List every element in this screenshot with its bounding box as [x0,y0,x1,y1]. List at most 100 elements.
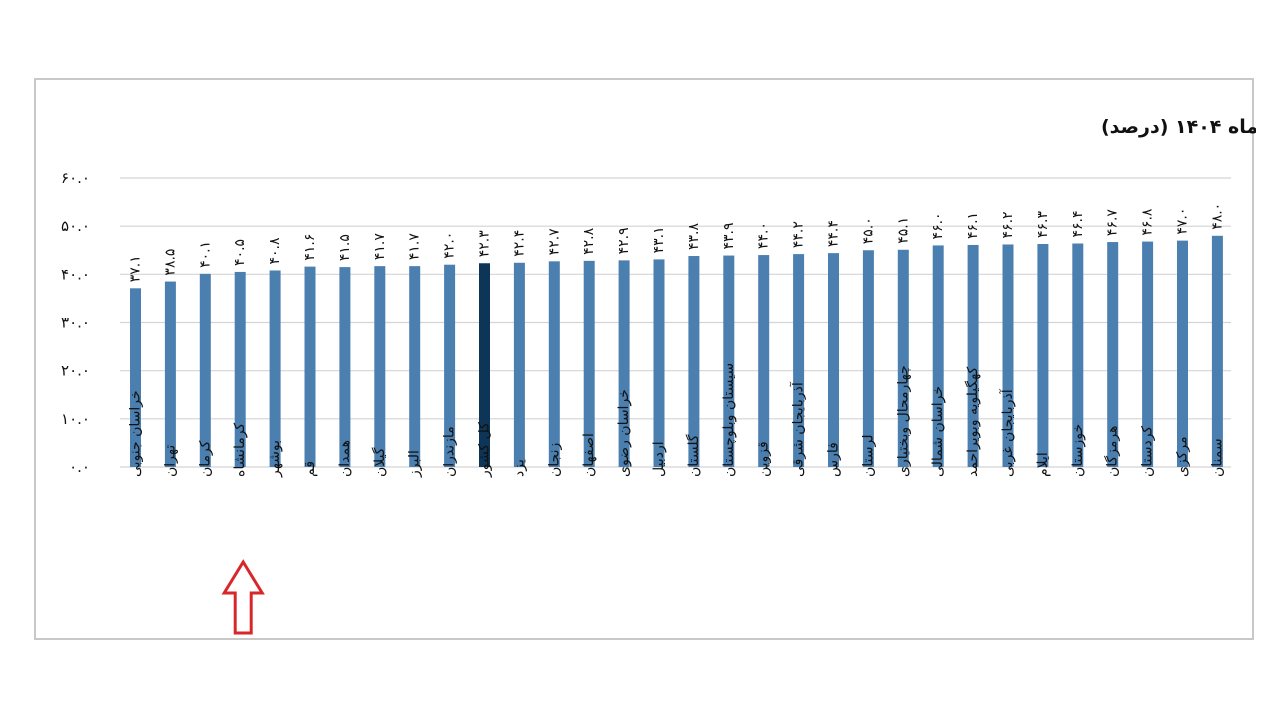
data-label: ۴۲.۰ [442,232,458,259]
bar [1177,240,1188,467]
bar [828,253,839,467]
data-label: ۴۶.۰ [930,212,946,239]
data-label: ۴۰.۱ [197,241,213,268]
category-label: لرستان [860,435,876,478]
data-label: ۳۸.۵ [162,249,178,276]
bar [967,244,979,467]
category-label: سمنان [1209,438,1225,477]
category-label: کهگیلویه وبویراحمد [964,366,981,477]
category-label: کرمان [197,440,213,477]
category-label: ایلام [1035,452,1051,477]
data-label: ۴۳.۹ [721,223,737,250]
data-label: ۴۶.۲ [1000,211,1016,238]
category-label: قزوین [756,441,772,477]
data-label: ۴۱.۵ [337,234,353,261]
bar [1142,241,1154,467]
category-label: اردبیل [651,441,667,477]
category-label: تهران [162,445,178,477]
y-axis-ticks: ۰.۰ ۱۰.۰ ۲۰.۰ ۳۰.۰ ۴۰.۰ ۵۰.۰ ۶۰.۰ [61,169,90,476]
data-label: ۴۲.۳ [477,230,493,257]
data-label: ۴۲.۸ [581,227,597,254]
data-label: ۴۰.۸ [267,237,283,264]
category-label: البرز [407,450,423,478]
bar [130,288,141,467]
y-tick-label: ۳۰.۰ [61,314,90,332]
bar [234,271,246,467]
bar [1002,244,1014,467]
category-label: آذربایجان شرقی [790,381,807,477]
data-label: ۴۱.۷ [372,233,388,260]
y-tick-label: ۲۰.۰ [61,362,90,380]
bar [932,245,944,467]
category-label: قم [302,461,318,477]
data-label: ۴۲.۴ [511,230,527,257]
bar [479,263,490,467]
inflation-bar-chart: نرخ تورم سالانه کالاها و خدمات مصرفی خان… [61,114,1256,635]
bar [618,260,630,467]
category-label: اصفهان [581,433,597,477]
data-label: ۳۷.۱ [128,255,144,282]
category-label: خراسان شمالی [930,386,946,477]
data-label: ۴۶.۸ [1140,208,1156,235]
category-label: مازندران [442,426,458,477]
category-label: سیستان وبلوچستان [721,363,737,477]
bar [583,260,595,467]
bar [1037,243,1049,467]
data-label: ۴۲.۷ [546,228,562,255]
chart-title: نرخ تورم سالانه کالاها و خدمات مصرفی خان… [1101,114,1256,138]
category-label: کردستان [1140,426,1156,477]
up-arrow-icon [221,559,265,635]
bar [199,273,211,467]
data-label: ۴۳.۱ [651,226,667,253]
y-tick-label: ۶۰.۰ [61,169,90,187]
category-label: هرمزگان [1104,425,1121,477]
bar [1107,242,1119,467]
bar [548,261,560,467]
x-axis-labels: خراسان جنوبی تهران کرمان کرمانشاه بوشهر قم همد… [128,363,1226,478]
bar [269,270,281,467]
y-tick-label: ۵۰.۰ [61,217,90,235]
bar [444,264,456,467]
bar [339,267,351,467]
category-label: همدان [337,440,353,477]
bar [1072,243,1084,467]
data-label: ۴۴.۴ [826,220,842,247]
category-label: خراسان رضوی [616,389,632,477]
bar [862,250,874,467]
data-label: ۴۴.۲ [791,221,807,248]
y-tick-label: ۱۰.۰ [61,410,90,428]
y-tick-label: ۴۰.۰ [61,265,90,283]
bar [688,256,700,467]
bar [793,254,805,467]
data-label: ۴۶.۷ [1105,209,1121,236]
data-labels: ۳۷.۱ ۳۸.۵ ۴۰.۱ ۴۰.۵ ۴۰.۸ ۴۱.۶ ۴۱.۵ ۴۱.۷ ۴۱.۷ ۴۲.۰… [128,203,1226,283]
category-label: فارس [826,442,842,477]
bar [758,255,770,467]
data-label: ۴۶.۱ [965,212,981,239]
data-label: ۴۳.۸ [686,223,702,250]
bar [723,255,735,467]
annotation [221,559,265,635]
category-label: خراسان جنوبی [128,390,144,477]
data-label: ۴۶.۴ [1070,210,1086,237]
data-label: ۴۶.۳ [1035,210,1051,237]
y-tick-label: ۰.۰ [69,458,90,476]
category-label: زنجان [546,443,562,477]
category-label: کرمانشاه [232,423,248,477]
category-label: خوزستان [1070,424,1086,477]
bar [409,266,421,467]
category-label: یزد [511,459,527,477]
category-label: کل کشور [477,422,493,478]
bar [164,281,176,467]
bar [653,259,665,467]
data-label: ۴۵.۰ [860,217,876,244]
bar [1211,235,1223,467]
data-label: ۴۷.۰ [1175,208,1191,235]
category-label: چهارمحال وبختیاری [895,365,911,477]
data-label: ۴۴.۰ [756,222,772,249]
data-label: ۴۸.۰ [1209,203,1225,230]
category-label: مرکزی [1175,436,1191,477]
gridlines [120,177,1231,468]
category-label: بوشهر [267,440,283,478]
bar [304,266,316,467]
